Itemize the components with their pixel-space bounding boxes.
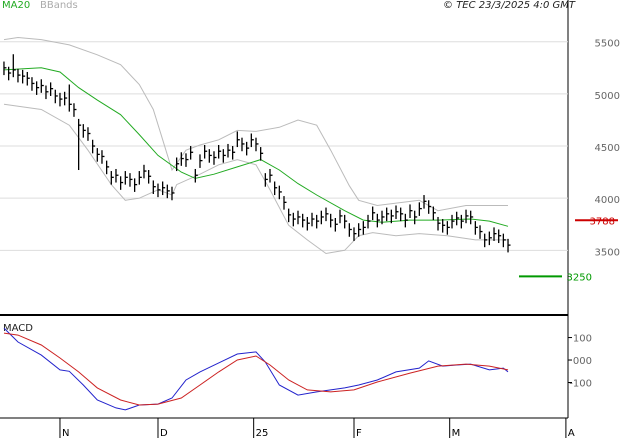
macd-line [3, 327, 509, 411]
y-tick-label: 5500 [595, 39, 620, 50]
y-tick-label: -100 [569, 378, 592, 389]
y-tick-label: 4000 [595, 195, 620, 206]
legend-ma: MA20 [2, 0, 30, 11]
x-tick-label: D [160, 428, 168, 439]
band-upper [3, 36, 508, 212]
level-label: 3250 [567, 272, 592, 283]
y-tick-label: 000 [573, 356, 592, 367]
y-tick-label: 4500 [595, 143, 620, 154]
legend-bands: BBands [40, 0, 78, 11]
x-tick-label: A [568, 428, 575, 439]
credit: © TEC 23/3/2025 4:0 GMT [443, 0, 576, 11]
y-tick-label: 5000 [595, 91, 620, 102]
level-label: 3788 [590, 216, 615, 227]
x-tick-label: F [356, 428, 362, 439]
macd-line [3, 332, 509, 406]
x-tick-label: M [452, 428, 461, 439]
band-lower [3, 103, 508, 255]
y-tick-label: 3500 [595, 247, 620, 258]
macd-title: MACD [3, 323, 33, 334]
x-tick-label: N [62, 428, 69, 439]
y-tick-label: 100 [573, 334, 592, 345]
x-tick-label: 25 [256, 428, 269, 439]
